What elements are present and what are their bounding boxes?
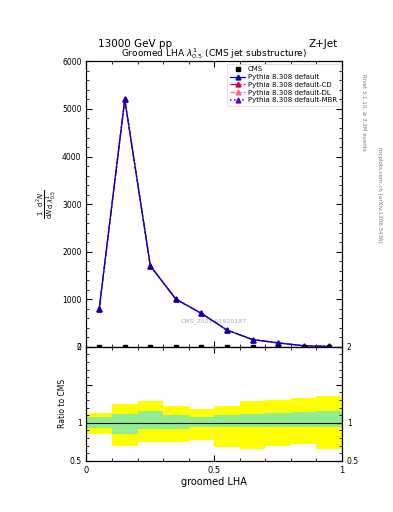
- Pythia 8.308 default-MBR: [327, 344, 332, 350]
- Pythia 8.308 default-MBR: [301, 343, 306, 349]
- Pythia 8.308 default-DL: [199, 310, 204, 316]
- Text: Z+Jet: Z+Jet: [309, 38, 338, 49]
- Pythia 8.308 default-MBR: [148, 263, 152, 269]
- Pythia 8.308 default-DL: [250, 336, 255, 343]
- CMS: [123, 344, 127, 350]
- Pythia 8.308 default-CD: [250, 336, 255, 343]
- Line: Pythia 8.308 default-CD: Pythia 8.308 default-CD: [97, 97, 332, 349]
- CMS: [225, 344, 230, 350]
- Pythia 8.308 default: [276, 340, 281, 346]
- Text: 13000 GeV pp: 13000 GeV pp: [98, 38, 173, 49]
- CMS: [199, 344, 204, 350]
- Pythia 8.308 default-DL: [276, 340, 281, 346]
- CMS: [276, 344, 281, 350]
- Text: Rivet 3.1.10, ≥ 3.2M events: Rivet 3.1.10, ≥ 3.2M events: [362, 74, 367, 151]
- Line: Pythia 8.308 default: Pythia 8.308 default: [97, 97, 332, 349]
- Pythia 8.308 default-CD: [174, 296, 178, 302]
- Pythia 8.308 default: [301, 343, 306, 349]
- Pythia 8.308 default-CD: [327, 344, 332, 350]
- Text: mcplots.cern.ch [arXiv:1306.3436]: mcplots.cern.ch [arXiv:1306.3436]: [377, 147, 382, 242]
- Pythia 8.308 default-CD: [123, 96, 127, 102]
- Line: CMS: CMS: [97, 345, 331, 349]
- Pythia 8.308 default-DL: [123, 96, 127, 102]
- Line: Pythia 8.308 default-MBR: Pythia 8.308 default-MBR: [97, 97, 332, 349]
- Pythia 8.308 default-CD: [97, 306, 101, 312]
- Pythia 8.308 default: [174, 296, 178, 302]
- CMS: [174, 344, 178, 350]
- Pythia 8.308 default: [97, 306, 101, 312]
- Pythia 8.308 default-DL: [174, 296, 178, 302]
- X-axis label: groomed LHA: groomed LHA: [181, 477, 247, 487]
- CMS: [327, 344, 332, 350]
- Pythia 8.308 default-DL: [97, 306, 101, 312]
- Pythia 8.308 default-MBR: [174, 296, 178, 302]
- CMS: [148, 344, 152, 350]
- Pythia 8.308 default-DL: [301, 343, 306, 349]
- Pythia 8.308 default-MBR: [276, 340, 281, 346]
- Pythia 8.308 default-MBR: [123, 96, 127, 102]
- Pythia 8.308 default: [123, 96, 127, 102]
- Pythia 8.308 default-MBR: [225, 327, 230, 333]
- Pythia 8.308 default-CD: [276, 340, 281, 346]
- Pythia 8.308 default: [327, 344, 332, 350]
- Pythia 8.308 default: [250, 336, 255, 343]
- Pythia 8.308 default-MBR: [97, 306, 101, 312]
- Pythia 8.308 default-DL: [148, 263, 152, 269]
- Text: CMS_2021-01920187: CMS_2021-01920187: [181, 318, 247, 324]
- Pythia 8.308 default-CD: [199, 310, 204, 316]
- Pythia 8.308 default: [199, 310, 204, 316]
- Pythia 8.308 default-MBR: [250, 336, 255, 343]
- CMS: [250, 344, 255, 350]
- Legend: CMS, Pythia 8.308 default, Pythia 8.308 default-CD, Pythia 8.308 default-DL, Pyt: CMS, Pythia 8.308 default, Pythia 8.308 …: [227, 63, 340, 106]
- Pythia 8.308 default-CD: [301, 343, 306, 349]
- Pythia 8.308 default-DL: [327, 344, 332, 350]
- Pythia 8.308 default: [148, 263, 152, 269]
- Y-axis label: Ratio to CMS: Ratio to CMS: [58, 379, 67, 429]
- Title: Groomed LHA $\lambda^{1}_{0.5}$ (CMS jet substructure): Groomed LHA $\lambda^{1}_{0.5}$ (CMS jet…: [121, 47, 307, 61]
- Pythia 8.308 default: [225, 327, 230, 333]
- CMS: [301, 344, 306, 350]
- CMS: [97, 344, 101, 350]
- Line: Pythia 8.308 default-DL: Pythia 8.308 default-DL: [97, 97, 332, 349]
- Pythia 8.308 default-MBR: [199, 310, 204, 316]
- Pythia 8.308 default-CD: [225, 327, 230, 333]
- Pythia 8.308 default-DL: [225, 327, 230, 333]
- Y-axis label: $\frac{1}{\mathrm{d}N}\frac{\mathrm{d}^{2}N}{\mathrm{d}\,\lambda^{1}_{0.5}}$: $\frac{1}{\mathrm{d}N}\frac{\mathrm{d}^{…: [36, 189, 59, 219]
- Pythia 8.308 default-CD: [148, 263, 152, 269]
